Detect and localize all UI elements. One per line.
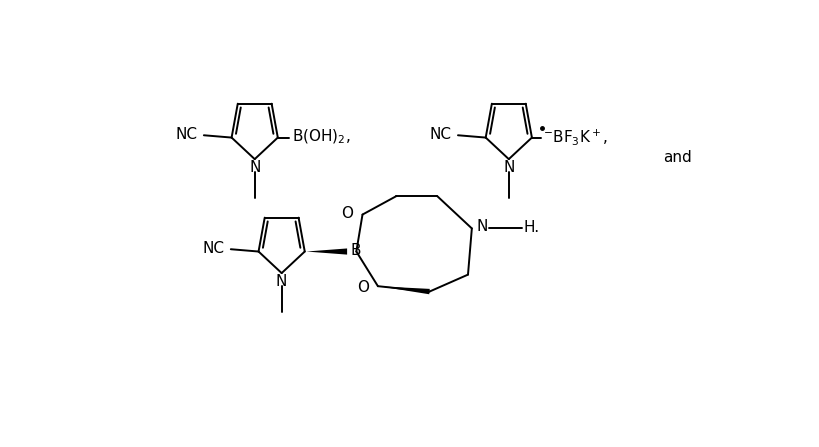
Text: NC: NC [175,127,197,142]
Text: B(OH)$_2$,: B(OH)$_2$, [292,127,350,146]
Text: B: B [350,243,360,258]
Text: NC: NC [429,127,451,142]
Text: O: O [356,280,369,295]
Text: NC: NC [202,241,224,256]
Text: $^{-}$BF$_3$K$^+$,: $^{-}$BF$_3$K$^+$, [543,127,608,147]
Text: N: N [503,160,514,175]
Text: O: O [341,206,353,220]
Text: N: N [249,160,260,175]
Text: N: N [276,274,287,289]
Text: H.: H. [523,220,539,235]
Text: N: N [476,219,487,234]
Polygon shape [379,287,429,294]
Text: and: and [662,150,690,165]
Polygon shape [306,249,346,255]
